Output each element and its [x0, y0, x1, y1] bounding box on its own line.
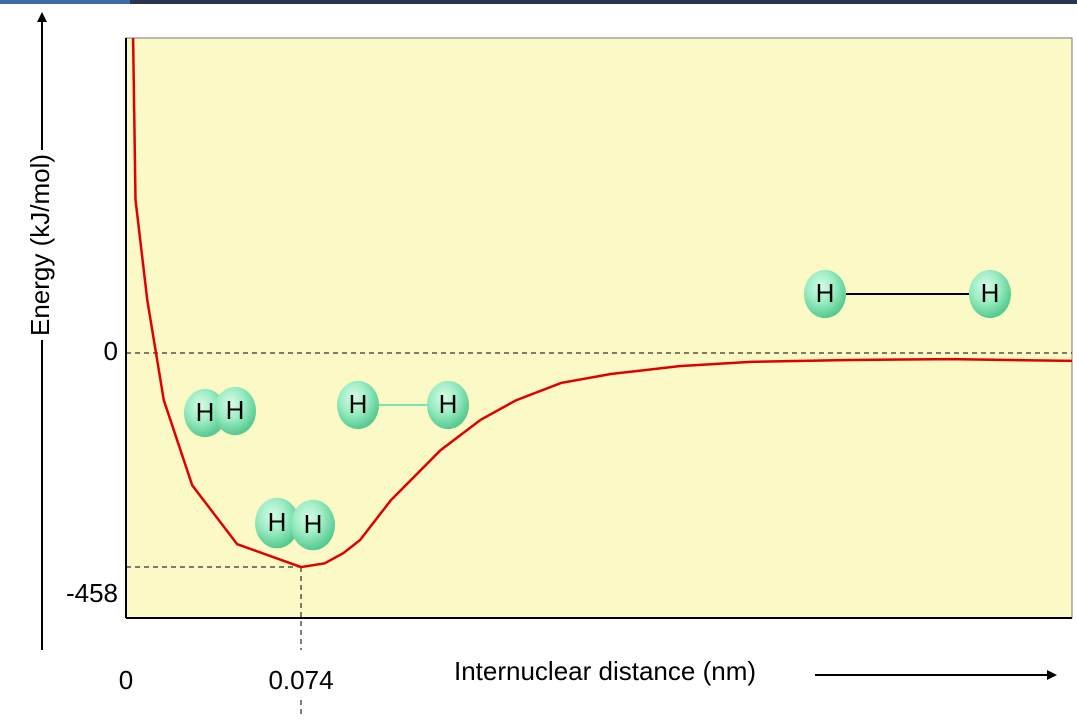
- atom: [184, 388, 226, 438]
- y-axis-label: Energy (kJ/mol): [25, 154, 55, 336]
- atom-label: H: [268, 507, 287, 537]
- x-tick-label: 0: [119, 665, 133, 695]
- top-strip-accent: [0, 0, 130, 4]
- atom-label: H: [196, 397, 215, 427]
- atom: [291, 499, 335, 551]
- atom-label: H: [304, 509, 323, 539]
- y-tick-label: -458: [66, 578, 118, 608]
- atom-label: H: [816, 278, 835, 308]
- y-tick-label: 0: [104, 336, 118, 366]
- top-strip: [0, 0, 1077, 4]
- atom: [427, 380, 469, 430]
- x-tick-label: 0.074: [268, 665, 333, 695]
- atom: [214, 386, 256, 436]
- atom: [337, 380, 379, 430]
- atom-label: H: [226, 395, 245, 425]
- atom-label: H: [439, 389, 458, 419]
- atom: [255, 497, 299, 549]
- atom: [969, 269, 1011, 319]
- x-axis-label: Internuclear distance (nm): [454, 656, 756, 686]
- energy-curve: [131, 38, 1072, 569]
- atom-label: H: [981, 278, 1000, 308]
- atom: [804, 269, 846, 319]
- atom-label: H: [349, 389, 368, 419]
